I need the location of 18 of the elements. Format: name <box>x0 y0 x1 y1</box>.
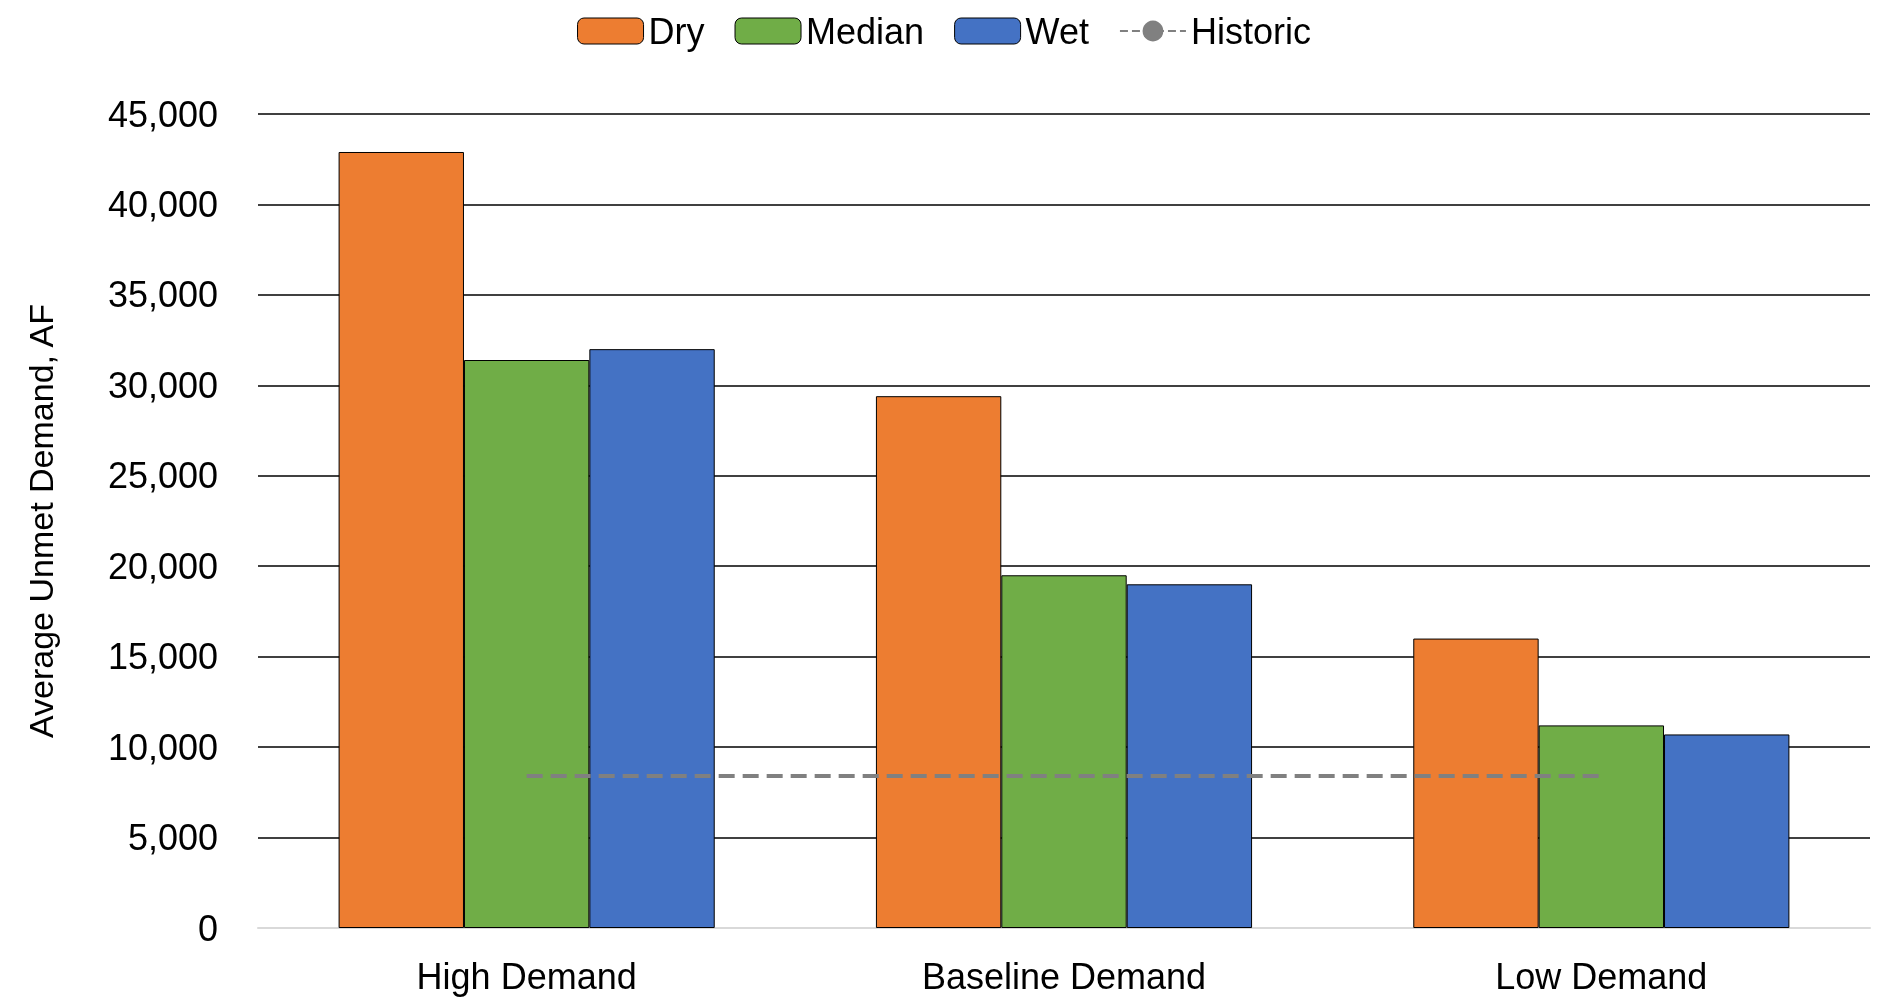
y-tick-label: 15,000 <box>107 636 218 678</box>
x-tick-label: Low Demand <box>1495 955 1708 997</box>
legend-label: Median <box>806 10 925 52</box>
y-tick-label: 40,000 <box>107 183 218 225</box>
y-tick-label: 30,000 <box>107 364 218 406</box>
x-tick-label: High Demand <box>416 955 637 997</box>
legend-label: Historic <box>1190 10 1311 52</box>
y-tick-label: 5,000 <box>127 817 218 859</box>
legend-label: Wet <box>1025 10 1089 52</box>
y-tick-label: 25,000 <box>107 455 218 497</box>
legend-label: Dry <box>648 10 705 52</box>
y-axis-title: Average Unmet Demand, AF <box>22 303 60 739</box>
y-tick-label: 45,000 <box>107 93 218 135</box>
y-tick-label: 10,000 <box>107 726 218 768</box>
y-tick-label: 35,000 <box>107 274 218 316</box>
y-tick-label: 20,000 <box>107 545 218 587</box>
y-tick-label: 0 <box>197 907 218 949</box>
x-tick-label: Baseline Demand <box>921 955 1207 997</box>
